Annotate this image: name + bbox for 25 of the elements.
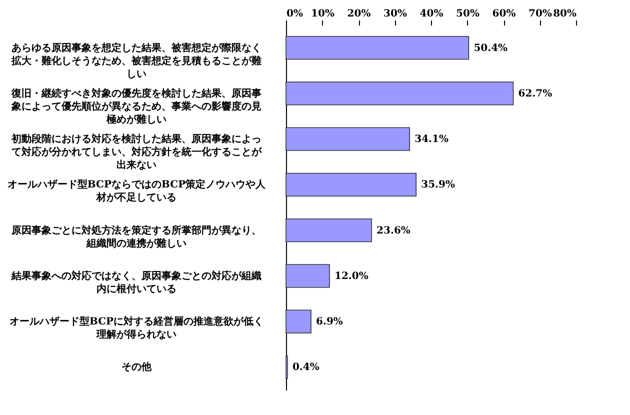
x-tick-label: 50% [456,8,480,20]
x-tick-label: 30% [384,8,408,20]
y-tick-label: 復旧・継続すべき対象の優先度を検討した結果、原因事象によって優先順位が異なるため、事業への影響度の見極めが難しい [10,87,262,126]
data-label: 62.7% [518,88,553,100]
y-tick-label: 結果事象への対応ではなく、原因事象ごとの対応が組織内に根付いている [10,270,262,295]
x-tick-label: 60% [492,8,516,20]
x-tick-label: 10% [311,8,335,20]
data-label: 12.0% [334,270,369,282]
y-tick-label: 原因事象ごとに対処方法を策定する所掌部門が異なり、組織間の連携が難しい [10,224,262,250]
x-tick-label: 40% [420,8,444,20]
y-tick-label: あらゆる原因事象を想定した結果、被害想定が際限なく拡大・難化しそうなため、被害想定を見積もることが難しい [10,42,262,80]
y-tick-label: 初動段階における対応を検討した結果、原因事象によって対応が分かれてしまい、対応方針を統一化することが出来ない [10,133,262,172]
x-tick-label: 70% [528,8,552,20]
y-tick-label: オールハザード型BCPならではのBCP策定ノウハウや人材が不足している [7,178,267,204]
data-label: 23.6% [376,225,411,236]
x-tick-label: 0% [286,8,304,20]
x-tick-label: 80% [553,8,577,20]
data-label: 50.4% [474,42,508,54]
data-label: 35.9% [421,180,456,191]
x-tick-label: 20% [347,8,372,20]
data-label: 0.4% [292,362,320,374]
y-tick-label: オールハザード型BCPに対する経営層の推進意欲が低く理解が得られない [9,316,264,341]
data-label: 6.9% [316,316,344,328]
y-tick-label: その他 [122,361,152,374]
data-label: 34.1% [414,134,449,146]
